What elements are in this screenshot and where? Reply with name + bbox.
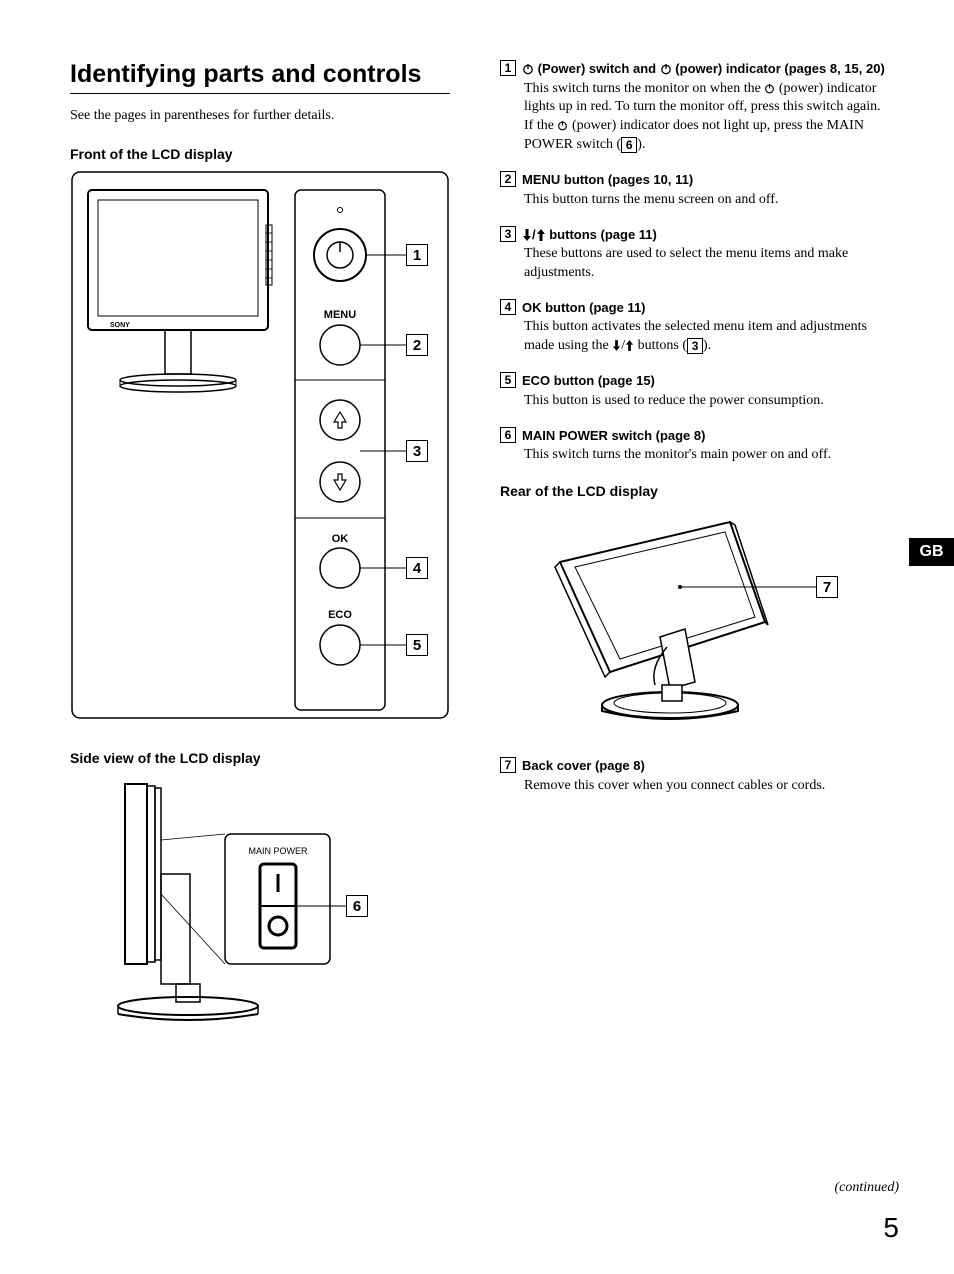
callout-1: 1 (Power) switch and (power) indicator (… [500, 60, 899, 155]
front-heading: Front of the LCD display [70, 146, 450, 162]
callout-title: MAIN POWER switch (page 8) [522, 427, 705, 445]
figure-side: MAIN POWER 6 [70, 774, 450, 1044]
callout-title: / buttons (page 11) [522, 226, 657, 244]
callout-body: These buttons are used to select the men… [524, 245, 899, 283]
svg-text:OK: OK [332, 533, 349, 545]
ref-3: 3 [687, 338, 703, 354]
sony-logo: SONY [110, 322, 130, 329]
callout-marker-3: 3 [406, 440, 428, 462]
rear-heading: Rear of the LCD display [500, 483, 899, 499]
callout-num: 2 [500, 171, 516, 187]
callout-title: Back cover (page 8) [522, 757, 645, 775]
callout-marker-2: 2 [406, 334, 428, 356]
callout-7: 7 Back cover (page 8) Remove this cover … [500, 757, 899, 795]
up-arrow-icon [536, 229, 546, 241]
callout-marker-1: 1 [406, 244, 428, 266]
callout-body: This switch turns the monitor on when th… [524, 80, 899, 156]
callout-body: This button turns the menu screen on and… [524, 191, 899, 210]
figure-rear: 7 [520, 507, 899, 727]
callout-marker-5: 5 [406, 634, 428, 656]
callout-marker-6: 6 [346, 895, 368, 917]
power-icon [557, 120, 568, 131]
power-icon [660, 63, 672, 75]
side-heading: Side view of the LCD display [70, 750, 450, 766]
up-arrow-icon [625, 340, 634, 351]
language-tab-gb: GB [909, 538, 954, 566]
callout-title: OK button (page 11) [522, 299, 646, 317]
intro-text: See the pages in parentheses for further… [70, 108, 450, 124]
callout-5: 5 ECO button (page 15) This button is us… [500, 372, 899, 410]
callout-num: 6 [500, 427, 516, 443]
callout-2: 2 MENU button (pages 10, 11) This button… [500, 171, 899, 209]
callout-body: Remove this cover when you connect cable… [524, 777, 899, 796]
callout-num: 4 [500, 299, 516, 315]
callout-num: 1 [500, 60, 516, 76]
page-number: 5 [883, 1212, 899, 1244]
callout-6: 6 MAIN POWER switch (page 8) This switch… [500, 427, 899, 465]
down-arrow-icon [522, 229, 532, 241]
page-title: Identifying parts and controls [70, 60, 450, 94]
power-icon [522, 63, 534, 75]
continued-label: (continued) [834, 1180, 899, 1196]
callout-body: This button is used to reduce the power … [524, 392, 899, 411]
callout-marker-4: 4 [406, 557, 428, 579]
ref-6: 6 [621, 137, 637, 153]
svg-text:MAIN POWER: MAIN POWER [248, 846, 308, 856]
callout-num: 7 [500, 757, 516, 773]
svg-text:ECO: ECO [328, 609, 352, 621]
callout-title: (Power) switch and (power) indicator (pa… [522, 60, 885, 78]
callout-body: This switch turns the monitor's main pow… [524, 446, 899, 465]
callout-title: MENU button (pages 10, 11) [522, 171, 693, 189]
callout-num: 5 [500, 372, 516, 388]
svg-text:MENU: MENU [324, 309, 356, 321]
callout-marker-7: 7 [816, 576, 838, 598]
power-icon [764, 83, 775, 94]
callout-4: 4 OK button (page 11) This button activa… [500, 299, 899, 356]
callout-body: This button activates the selected menu … [524, 318, 899, 356]
down-arrow-icon [612, 340, 621, 351]
callout-title: ECO button (page 15) [522, 372, 655, 390]
callout-num: 3 [500, 226, 516, 242]
callout-3: 3 / buttons (page 11) These buttons are … [500, 226, 899, 283]
figure-front: SONY MENU [70, 170, 450, 720]
callouts-column: 1 (Power) switch and (power) indicator (… [500, 60, 899, 1074]
